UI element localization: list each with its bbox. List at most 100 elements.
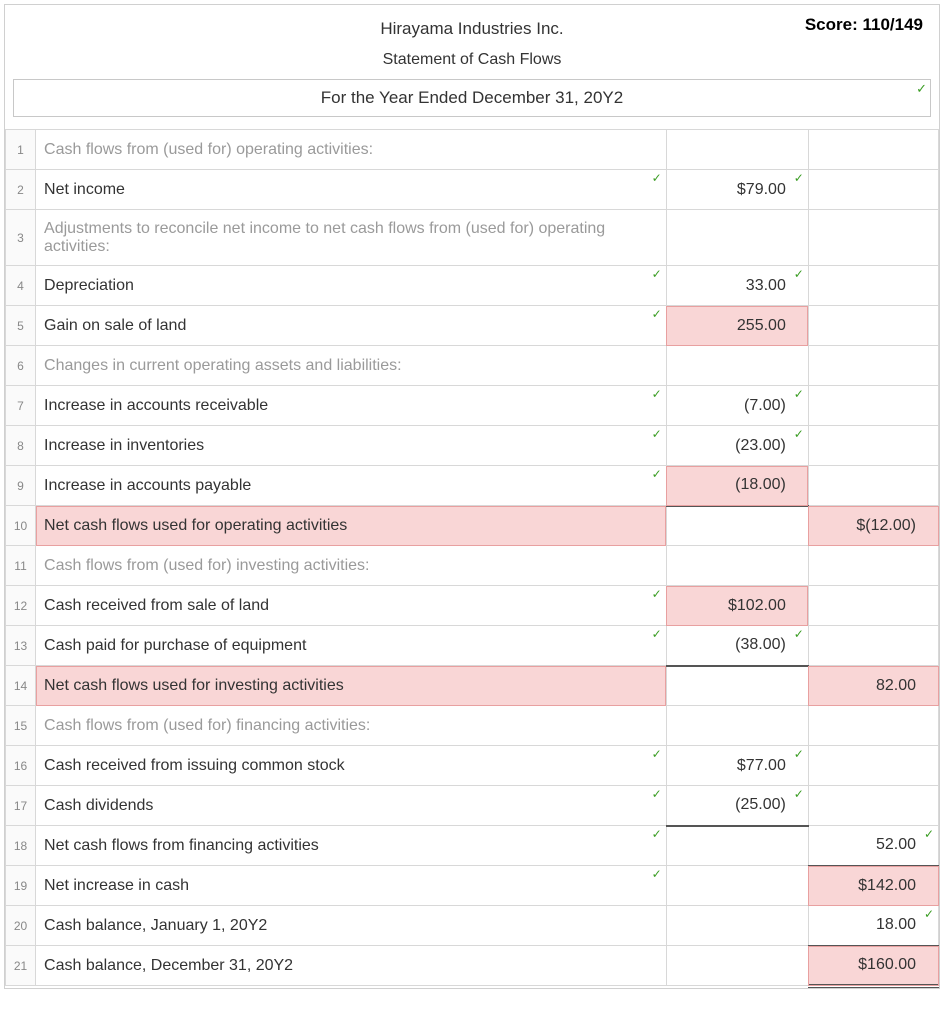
cashflow-table: 1Cash flows from (used for) operating ac… [5, 129, 939, 988]
table-row: 12Cash received from sale of land✓$102.0… [6, 586, 939, 626]
check-icon: ✓ [794, 747, 804, 761]
row-number: 9 [6, 466, 36, 506]
amount-cell-1[interactable] [666, 506, 808, 546]
description-cell[interactable]: Depreciation✓ [36, 266, 667, 306]
check-icon: ✓ [652, 587, 662, 601]
description-cell[interactable]: Net cash flows used for investing activi… [36, 666, 667, 706]
row-number: 5 [6, 306, 36, 346]
amount-cell-1[interactable] [666, 130, 808, 170]
table-row: 17Cash dividends✓(25.00)✓ [6, 786, 939, 826]
amount-cell-2[interactable] [808, 210, 938, 266]
amount-cell-1[interactable] [666, 666, 808, 706]
description-cell[interactable]: Net cash flows from financing activities… [36, 826, 667, 866]
description-cell[interactable]: Cash flows from (used for) operating act… [36, 130, 667, 170]
check-icon: ✓ [794, 267, 804, 281]
amount-cell-1[interactable] [666, 346, 808, 386]
check-icon: ✓ [924, 907, 934, 921]
amount-cell-1[interactable]: $77.00✓ [666, 746, 808, 786]
description-cell[interactable]: Cash flows from (used for) investing act… [36, 546, 667, 586]
amount-cell-1[interactable]: (23.00)✓ [666, 426, 808, 466]
amount-cell-2[interactable] [808, 706, 938, 746]
description-cell[interactable]: Increase in inventories✓ [36, 426, 667, 466]
row-number: 12 [6, 586, 36, 626]
table-row: 19Net increase in cash✓$142.00 [6, 866, 939, 906]
amount-cell-2[interactable]: 18.00✓ [808, 906, 938, 946]
description-cell[interactable]: Cash balance, January 1, 20Y2 [36, 906, 667, 946]
description-cell[interactable]: Changes in current operating assets and … [36, 346, 667, 386]
table-row: 20Cash balance, January 1, 20Y218.00✓ [6, 906, 939, 946]
amount-cell-2[interactable] [808, 746, 938, 786]
amount-cell-2[interactable] [808, 586, 938, 626]
amount-cell-2[interactable] [808, 386, 938, 426]
amount-cell-1[interactable] [666, 210, 808, 266]
period-wrap: For the Year Ended December 31, 20Y2 ✓ [5, 79, 939, 125]
description-cell[interactable]: Increase in accounts receivable✓ [36, 386, 667, 426]
table-row: 21Cash balance, December 31, 20Y2$160.00 [6, 946, 939, 986]
amount-cell-2[interactable] [808, 426, 938, 466]
amount-cell-2[interactable] [808, 626, 938, 666]
amount-cell-1[interactable] [666, 906, 808, 946]
period-input[interactable]: For the Year Ended December 31, 20Y2 [13, 79, 931, 117]
amount-cell-1[interactable]: (38.00)✓ [666, 626, 808, 666]
row-number: 2 [6, 170, 36, 210]
description-cell[interactable]: Increase in accounts payable✓ [36, 466, 667, 506]
table-row: 15Cash flows from (used for) financing a… [6, 706, 939, 746]
table-row: 6Changes in current operating assets and… [6, 346, 939, 386]
check-icon: ✓ [652, 307, 662, 321]
statement-container: Score: 110/149 Hirayama Industries Inc. … [4, 4, 940, 989]
amount-cell-1[interactable]: (7.00)✓ [666, 386, 808, 426]
amount-cell-1[interactable]: $102.00 [666, 586, 808, 626]
description-cell[interactable]: Cash flows from (used for) financing act… [36, 706, 667, 746]
amount-cell-2[interactable]: $(12.00) [808, 506, 938, 546]
amount-cell-2[interactable] [808, 546, 938, 586]
amount-cell-2[interactable] [808, 786, 938, 826]
amount-cell-1[interactable]: (18.00) [666, 466, 808, 506]
amount-cell-1[interactable] [666, 546, 808, 586]
check-icon: ✓ [916, 81, 927, 97]
amount-cell-2[interactable] [808, 306, 938, 346]
amount-cell-2[interactable] [808, 466, 938, 506]
amount-cell-1[interactable] [666, 946, 808, 986]
description-cell[interactable]: Net cash flows used for operating activi… [36, 506, 667, 546]
amount-cell-1[interactable] [666, 706, 808, 746]
check-icon: ✓ [924, 827, 934, 841]
amount-cell-1[interactable]: $79.00✓ [666, 170, 808, 210]
description-cell[interactable]: Cash received from issuing common stock✓ [36, 746, 667, 786]
amount-cell-1[interactable]: (25.00)✓ [666, 786, 808, 826]
description-cell[interactable]: Net increase in cash✓ [36, 866, 667, 906]
check-icon: ✓ [652, 827, 662, 841]
amount-cell-2[interactable] [808, 130, 938, 170]
table-row: 9Increase in accounts payable✓(18.00) [6, 466, 939, 506]
description-cell[interactable]: Cash balance, December 31, 20Y2 [36, 946, 667, 986]
amount-cell-2[interactable]: $160.00 [808, 946, 938, 986]
description-cell[interactable]: Adjustments to reconcile net income to n… [36, 210, 667, 266]
table-row: 5Gain on sale of land✓255.00 [6, 306, 939, 346]
description-cell[interactable]: Cash received from sale of land✓ [36, 586, 667, 626]
description-cell[interactable]: Net income✓ [36, 170, 667, 210]
row-number: 1 [6, 130, 36, 170]
score-label: Score: 110/149 [805, 15, 923, 35]
description-cell[interactable]: Gain on sale of land✓ [36, 306, 667, 346]
amount-cell-2[interactable] [808, 170, 938, 210]
amount-cell-1[interactable]: 33.00✓ [666, 266, 808, 306]
amount-cell-2[interactable] [808, 266, 938, 306]
check-icon: ✓ [794, 427, 804, 441]
amount-cell-1[interactable] [666, 866, 808, 906]
amount-cell-1[interactable] [666, 826, 808, 866]
amount-cell-2[interactable]: 52.00✓ [808, 826, 938, 866]
check-icon: ✓ [652, 747, 662, 761]
row-number: 15 [6, 706, 36, 746]
table-row: 2Net income✓$79.00✓ [6, 170, 939, 210]
amount-cell-2[interactable]: 82.00 [808, 666, 938, 706]
row-number: 6 [6, 346, 36, 386]
check-icon: ✓ [652, 427, 662, 441]
header: Score: 110/149 Hirayama Industries Inc. … [5, 5, 939, 129]
row-number: 4 [6, 266, 36, 306]
description-cell[interactable]: Cash dividends✓ [36, 786, 667, 826]
amount-cell-2[interactable]: $142.00 [808, 866, 938, 906]
amount-cell-2[interactable] [808, 346, 938, 386]
row-number: 18 [6, 826, 36, 866]
amount-cell-1[interactable]: 255.00 [666, 306, 808, 346]
table-row: 10Net cash flows used for operating acti… [6, 506, 939, 546]
description-cell[interactable]: Cash paid for purchase of equipment✓ [36, 626, 667, 666]
